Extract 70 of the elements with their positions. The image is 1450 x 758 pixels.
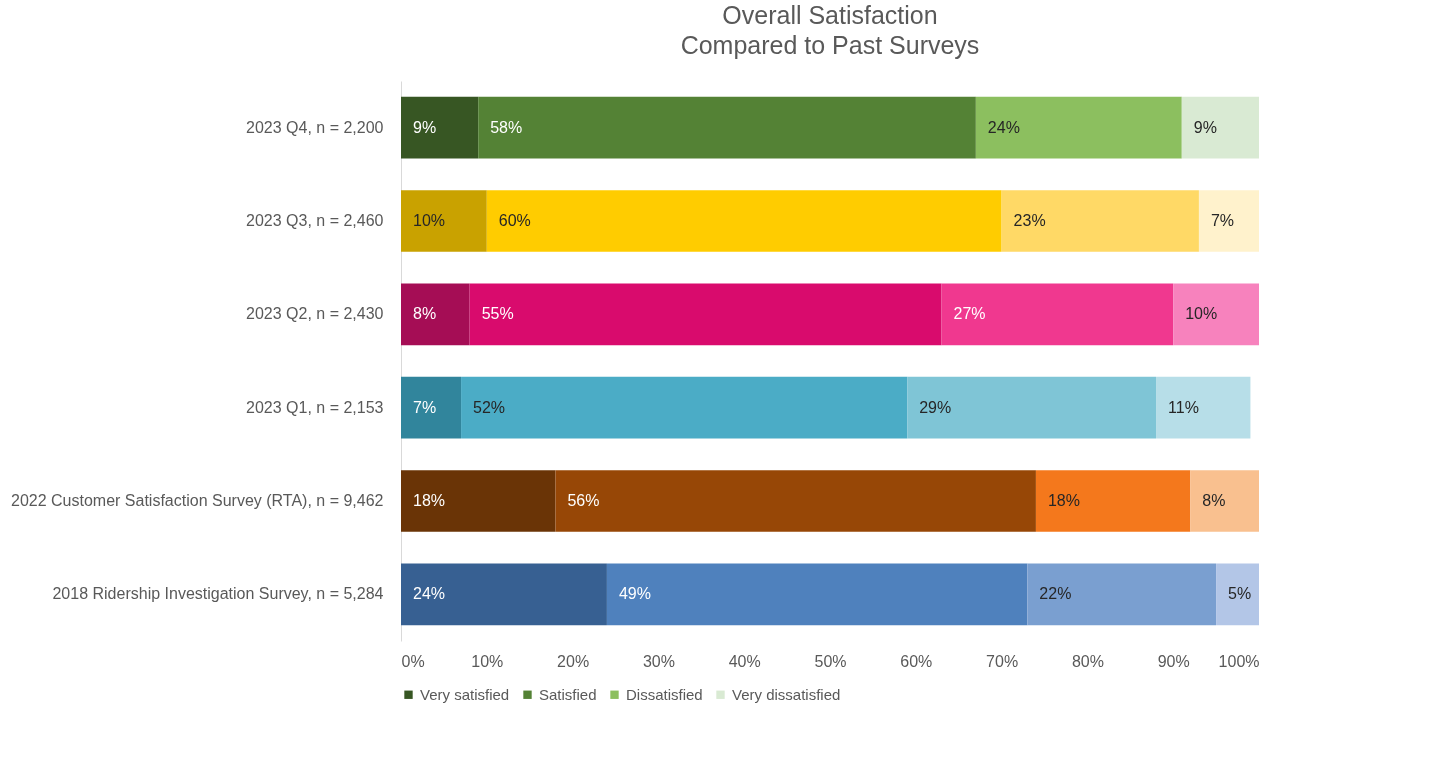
bar — [401, 563, 607, 626]
bar — [461, 376, 908, 439]
bar — [401, 190, 487, 252]
y-tick-label: 2023 Q1, n = 2,153 — [246, 398, 384, 416]
bar — [1190, 470, 1259, 532]
bar — [1156, 376, 1251, 439]
x-tick-label: 70% — [986, 652, 1019, 670]
chart-title: Overall Satisfaction Compared to Past Surveys — [680, 1, 980, 59]
bar — [1001, 190, 1199, 252]
bar — [478, 96, 976, 159]
y-tick-label: 2023 Q3, n = 2,460 — [246, 212, 384, 229]
data-label: 10% — [413, 212, 446, 229]
data-label: 52% — [473, 398, 506, 416]
x-tick-label: 90% — [1157, 652, 1190, 670]
x-tick-label: 100% — [1218, 652, 1260, 670]
y-tick-label: 2023 Q2, n = 2,430 — [246, 305, 384, 323]
data-label: 18% — [1047, 492, 1080, 509]
x-tick-label: 20% — [557, 652, 590, 670]
x-tick-label: 0% — [401, 652, 425, 670]
data-label: 18% — [413, 492, 446, 509]
bar — [1181, 96, 1259, 159]
data-label: 9% — [1193, 118, 1217, 136]
legend-label: Satisfied — [539, 685, 597, 703]
bar — [401, 470, 556, 532]
data-label: 56% — [567, 492, 600, 509]
y-tick-label: 2023 Q4, n = 2,200 — [246, 118, 384, 136]
data-label: 7% — [1210, 212, 1235, 229]
data-label: 10% — [1185, 305, 1218, 323]
data-label: 49% — [618, 585, 651, 603]
legend-label: Very dissatisfied — [732, 685, 841, 703]
legend-label: Very satisfied — [420, 685, 510, 703]
bar — [1027, 563, 1217, 626]
data-label: 22% — [1039, 585, 1072, 603]
data-label: 8% — [1202, 492, 1226, 509]
data-label: 27% — [953, 305, 986, 323]
bar — [401, 283, 470, 346]
data-label: 11% — [1168, 398, 1199, 416]
x-tick-label: 10% — [471, 652, 504, 670]
data-label: 23% — [1013, 212, 1046, 229]
data-label: 24% — [413, 585, 446, 603]
data-label: 60% — [498, 212, 531, 229]
data-label: 24% — [987, 118, 1020, 136]
bar — [606, 563, 1028, 626]
legend-label: Dissatisfied — [626, 685, 703, 703]
data-label: 58% — [490, 118, 523, 136]
bar — [1198, 190, 1259, 252]
data-label: 7% — [413, 398, 437, 416]
bar — [1173, 283, 1259, 346]
bar — [401, 96, 479, 159]
x-tick-label: 60% — [900, 652, 933, 670]
bar — [975, 96, 1182, 159]
x-tick-label: 80% — [1071, 652, 1104, 670]
data-label: 8% — [413, 305, 437, 323]
x-tick-label: 40% — [728, 652, 761, 670]
data-label: 29% — [919, 398, 952, 416]
x-tick-label: 30% — [642, 652, 675, 670]
bar — [555, 470, 1036, 532]
data-label: 9% — [413, 118, 437, 136]
data-label: 5% — [1228, 585, 1252, 603]
bar — [401, 376, 462, 439]
data-label: 55% — [481, 305, 514, 323]
y-tick-label: 2018 Ridership Investigation Survey, n = 5,284 — [52, 585, 384, 603]
bar — [469, 283, 942, 346]
bar — [1035, 470, 1191, 532]
bar — [486, 190, 1002, 252]
x-tick-label: 50% — [814, 652, 847, 670]
y-tick-label: 2022 Customer Satisfaction Survey (RTA), n = 9,462 — [11, 492, 384, 509]
bar — [907, 376, 1157, 439]
bar — [941, 283, 1174, 346]
bar — [1216, 563, 1259, 626]
